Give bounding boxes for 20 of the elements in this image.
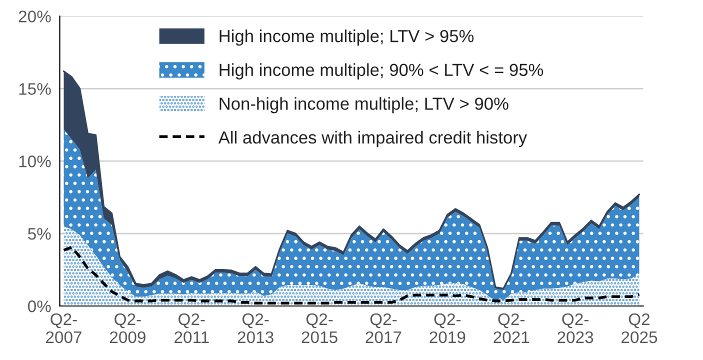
legend-label: All advances with impaired credit history xyxy=(218,130,528,148)
line-series xyxy=(62,246,641,304)
x-tick-label: Q2- 2013 xyxy=(238,313,274,344)
x-tick-label: Q2- 2023 xyxy=(558,313,594,344)
x-tick-label: Q2- 2007 xyxy=(46,313,82,344)
x-tick-label: Q2- 2019 xyxy=(430,313,466,344)
x-tick-label: Q2- 2009 xyxy=(110,313,146,344)
legend-label: Non-high income multiple; LTV > 90% xyxy=(220,97,508,114)
legend-label: High income multiple; 90% < LTV < = 95% xyxy=(220,63,544,80)
x-tick-label: Q2- 2015 xyxy=(302,313,338,344)
y-tick-label: 20% xyxy=(18,10,51,22)
y-tick-label: 15% xyxy=(19,83,51,95)
legend-label: High income multiple; LTV > 95% xyxy=(220,29,474,46)
x-tick-label: Q2- 2017 xyxy=(366,313,402,344)
y-tick-label: 5% xyxy=(28,228,51,240)
x-tick-label: Q2- 2021 xyxy=(494,313,530,344)
y-tick-label: 0% xyxy=(28,300,51,312)
y-tick-label: 10% xyxy=(19,156,51,168)
x-tick-label: Q2- 2011 xyxy=(174,313,209,344)
x-tick-label: Q2 2025 xyxy=(622,313,658,344)
